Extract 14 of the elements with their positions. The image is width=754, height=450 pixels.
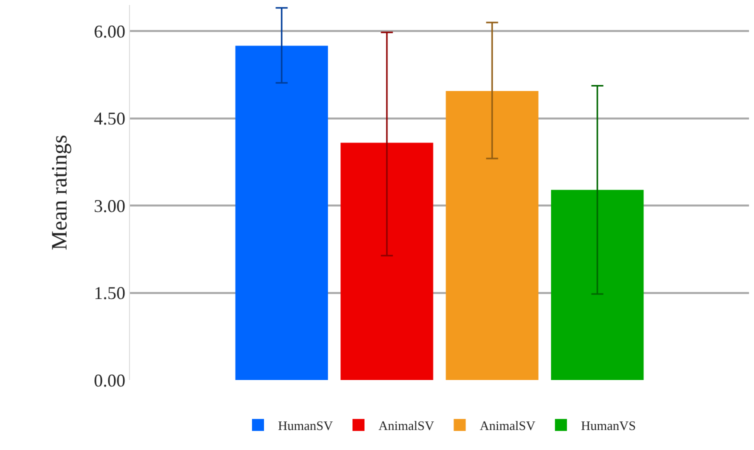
- legend-label: HumanVS: [580, 418, 636, 434]
- bar: [235, 46, 328, 380]
- y-tick-label: 4.50: [94, 108, 126, 129]
- legend-label: HumanSV: [278, 418, 334, 434]
- y-tick-label: 6.00: [94, 21, 126, 42]
- y-tick-label: 1.50: [94, 283, 126, 304]
- y-tick-label: 3.00: [94, 196, 126, 216]
- bar: [551, 190, 644, 380]
- legend-label: AnimalSV: [378, 418, 435, 434]
- bar: [340, 142, 434, 380]
- y-axis-title: Mean ratings: [46, 134, 72, 250]
- y-tick-label: 0.00: [94, 370, 126, 390]
- bar: [446, 91, 538, 380]
- legend-label: AnimalSV: [480, 418, 536, 434]
